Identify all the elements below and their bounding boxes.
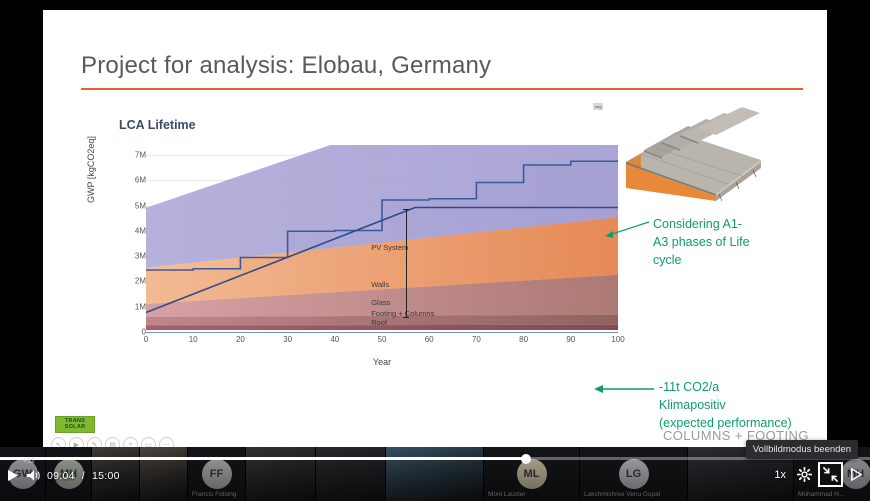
chart-y-tick-label: 1M [134, 302, 146, 312]
player-scrim [0, 447, 870, 501]
video-player-controls: GWMHFFFrancis FotsingMLMoni LausterLGLak… [0, 440, 870, 501]
seek-handle[interactable] [521, 453, 532, 464]
annotation-a1-a3: Considering A1- A3 phases of Life cycle [605, 215, 813, 269]
seek-progress-fill [0, 457, 527, 460]
seek-bar[interactable] [0, 453, 870, 464]
time-current: 09:04 [47, 469, 75, 482]
annotation-klima-line2: Klimapositiv [659, 398, 726, 413]
screen-button[interactable]: ▭ [141, 437, 156, 447]
chart-x-tick-label: 90 [566, 335, 576, 344]
annotation-klima-line1: -11t CO2/a [659, 380, 720, 394]
presentation-slide: Project for analysis: Elobau, Germany LC… [43, 10, 827, 447]
pv-bracket-top-tick [403, 209, 409, 210]
render-caption: img [593, 103, 604, 110]
annotation-klimapositiv: -11t CO2/a Klimapositiv (expected perfor… [594, 378, 827, 432]
playback-speed-button[interactable]: 1x [774, 468, 786, 481]
building-render-svg [626, 107, 761, 202]
chart-x-tick-label: 40 [330, 335, 340, 344]
transsolar-logo: TRANS SOLAR [55, 416, 95, 433]
exit-fullscreen-button[interactable] [818, 462, 843, 487]
chart-x-tick-label: 50 [377, 335, 387, 344]
chart-step-line [146, 160, 618, 271]
chart-x-tick-label: 20 [235, 335, 245, 344]
chart-y-tick-label: 4M [134, 226, 146, 236]
chart-y-axis-label: GWP [kgCO2eq] [86, 136, 96, 203]
chart-x-tick-label: 60 [424, 335, 434, 344]
annotation-a13-arrow [605, 221, 650, 238]
chart-y-tick-label: 0 [141, 327, 146, 337]
pv-bracket-bottom-tick [403, 317, 409, 318]
annotation-a13-line2: A3 phases of Life [653, 235, 750, 250]
annotation-a13-line1: Considering A1- [653, 217, 742, 231]
play-button[interactable]: ▶ [69, 437, 84, 447]
logo-line-2: SOLAR [64, 423, 86, 430]
pv-bracket [406, 209, 407, 317]
chart-y-tick-label: 5M [134, 201, 146, 211]
pen-button[interactable]: ✎ [87, 437, 102, 447]
chart-x-axis-label: Year [372, 357, 392, 367]
player-right-controls: 1x [774, 462, 864, 487]
chart-svg [146, 145, 618, 330]
chart-area-footing-columns [146, 314, 618, 326]
annotation-klima-arrow [594, 385, 654, 393]
chart-trend-line [146, 206, 618, 314]
overflow-participants-badge: +32 [23, 458, 35, 465]
chart-x-tick-label: 30 [283, 335, 293, 344]
volume-icon[interactable] [26, 469, 40, 482]
more-button[interactable]: ⋯ [159, 437, 174, 447]
logo-line-1: TRANS [64, 418, 86, 424]
columns-footing-caption: COLUMNS + FOOTING [663, 428, 809, 443]
zoom-button[interactable]: ⌕ [123, 437, 138, 447]
settings-gear-icon[interactable] [797, 467, 812, 482]
chart-plot-area [146, 145, 618, 330]
chart-y-tick-label: 3M [134, 251, 146, 261]
chart-x-tick-label: 70 [471, 335, 481, 344]
slides-button[interactable]: ▤ [105, 437, 120, 447]
chart-x-axis [146, 332, 618, 333]
building-render [596, 102, 786, 202]
annotation-a13-line3: cycle [653, 253, 682, 268]
chart-x-tick-label: 0 [143, 335, 149, 344]
chart-y-tick-label: 7M [134, 150, 146, 160]
chart-x-tick-label: 10 [188, 335, 198, 344]
chart-y-tick-label: 6M [134, 175, 146, 185]
page-title: Project for analysis: Elobau, Germany [81, 52, 492, 79]
play-button[interactable] [6, 469, 19, 482]
time-separator: / [81, 469, 85, 482]
annotation-klima-line3: (expected performance) [659, 416, 792, 431]
fullscreen-tooltip: Vollbildmodus beenden [745, 440, 858, 459]
cast-icon[interactable] [849, 468, 864, 481]
chart-area-walls [146, 217, 618, 304]
time-total: 15:00 [92, 469, 120, 482]
lca-lifetime-chart: GWP [kgCO2eq] 0 1M 2M 3M 4M 5M 6M 7M [86, 136, 625, 370]
chart-title: LCA Lifetime [119, 118, 196, 132]
chart-y-tick-label: 2M [134, 276, 146, 286]
title-underline [81, 88, 803, 90]
chart-x-tick-label: 80 [519, 335, 529, 344]
chart-x-tick-label: 100 [611, 335, 625, 344]
pointer-button[interactable]: ↖ [51, 437, 66, 447]
player-left-controls: 09:04 / 15:00 [6, 469, 120, 482]
presenter-toolbar[interactable]: ↖ ▶ ✎ ▤ ⌕ ▭ ⋯ [51, 437, 174, 447]
chart-area-roof [146, 324, 618, 330]
chart-area-glass [146, 274, 618, 317]
